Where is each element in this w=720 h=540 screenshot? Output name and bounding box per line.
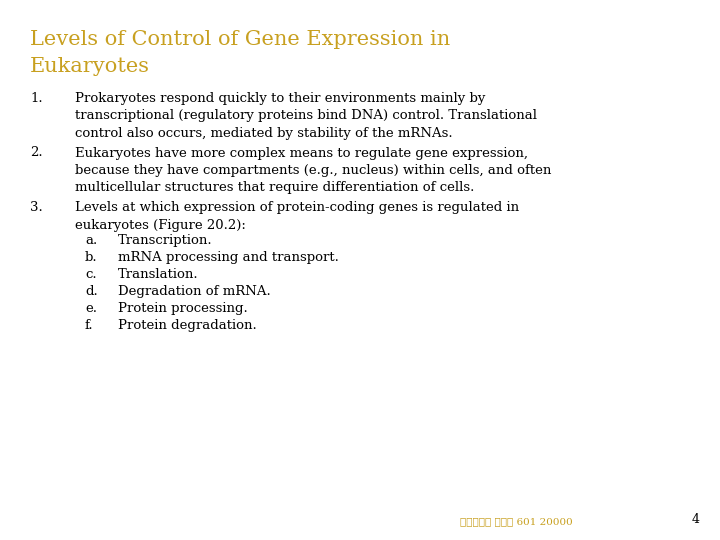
Text: Protein degradation.: Protein degradation.	[118, 319, 257, 332]
Text: Eukaryotes: Eukaryotes	[30, 57, 150, 76]
Text: mRNA processing and transport.: mRNA processing and transport.	[118, 251, 339, 264]
Text: c.: c.	[85, 268, 96, 281]
Text: b.: b.	[85, 251, 98, 264]
Text: Levels at which expression of protein-coding genes is regulated in
eukaryotes (F: Levels at which expression of protein-co…	[75, 201, 519, 232]
Text: Degradation of mRNA.: Degradation of mRNA.	[118, 285, 271, 298]
Text: Eukaryotes have more complex means to regulate gene expression,
because they hav: Eukaryotes have more complex means to re…	[75, 146, 552, 194]
Text: 1.: 1.	[30, 92, 42, 105]
Text: e.: e.	[85, 302, 97, 315]
Text: d.: d.	[85, 285, 98, 298]
Text: Translation.: Translation.	[118, 268, 199, 281]
Text: 2.: 2.	[30, 146, 42, 159]
Text: a.: a.	[85, 234, 97, 247]
Text: Levels of Control of Gene Expression in: Levels of Control of Gene Expression in	[30, 30, 450, 49]
Text: Transcription.: Transcription.	[118, 234, 212, 247]
Text: Prokaryotes respond quickly to their environments mainly by
transcriptional (reg: Prokaryotes respond quickly to their env…	[75, 92, 537, 140]
Text: Protein processing.: Protein processing.	[118, 302, 248, 315]
Text: f.: f.	[85, 319, 94, 332]
Text: 3.: 3.	[30, 201, 42, 214]
Text: 4: 4	[692, 513, 700, 526]
Text: 台大農藝系 遙傳學 601 20000: 台大農藝系 遙傳學 601 20000	[460, 517, 572, 526]
